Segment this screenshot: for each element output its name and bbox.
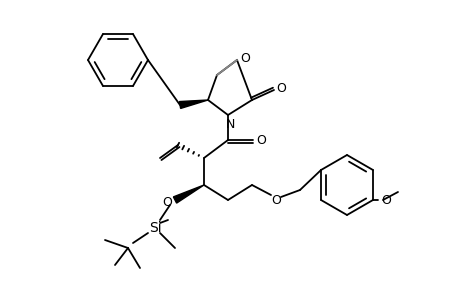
Text: O: O <box>270 194 280 206</box>
Text: N: N <box>225 118 234 131</box>
Text: O: O <box>256 134 265 148</box>
Text: O: O <box>162 196 172 209</box>
Polygon shape <box>173 185 203 203</box>
Text: O: O <box>275 82 285 94</box>
Text: O: O <box>240 52 249 64</box>
Text: Si: Si <box>148 221 161 235</box>
Polygon shape <box>179 100 207 108</box>
Text: O: O <box>380 194 390 206</box>
